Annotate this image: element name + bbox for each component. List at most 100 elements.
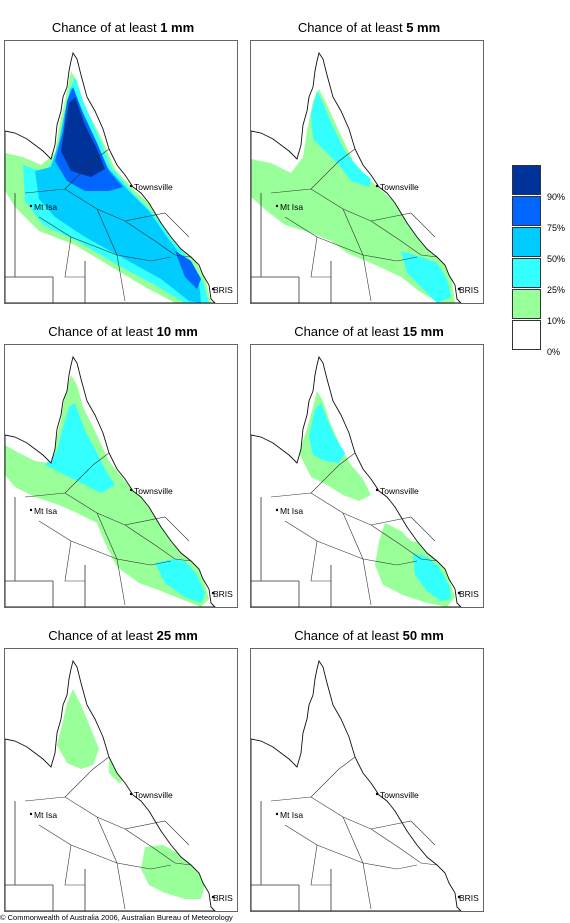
coastline — [5, 51, 216, 303]
district-border — [270, 492, 436, 542]
townsville-marker — [375, 184, 379, 188]
map-svg: Townsville Mt Isa BRIS — [5, 355, 233, 607]
legend-label: 75% — [547, 223, 566, 233]
panel-title: Chance of at least 1 mm — [51, 20, 195, 35]
district-border — [24, 492, 190, 542]
district-border — [370, 828, 438, 866]
bris-marker — [211, 287, 215, 291]
district-border — [124, 524, 192, 562]
legend-label: 50% — [547, 254, 566, 264]
map-svg: Townsville Mt Isa BRIS — [5, 659, 233, 911]
district-border — [116, 558, 172, 566]
mt_isa-marker — [275, 508, 279, 512]
probability-zone — [141, 845, 205, 899]
townsville-marker — [375, 488, 379, 492]
rainfall-map: Townsville Mt Isa BRIS — [250, 648, 484, 912]
district-border — [310, 540, 331, 582]
townsville-label: Townsville — [134, 182, 173, 192]
probability-zone — [309, 403, 345, 463]
bris-label: BRIS — [459, 893, 479, 903]
bris-label: BRIS — [459, 285, 479, 295]
rainfall-map: Townsville Mt Isa BRIS — [250, 40, 484, 304]
mt_isa-label: Mt Isa — [34, 506, 57, 516]
legend-swatch — [512, 227, 541, 257]
townsville-label: Townsville — [380, 182, 419, 192]
district-border — [310, 452, 356, 494]
bris-label: BRIS — [213, 285, 233, 295]
bris-marker — [211, 591, 215, 595]
map-svg: Townsville Mt Isa BRIS — [251, 659, 479, 911]
probability-zone — [413, 553, 451, 601]
district-border — [362, 558, 418, 566]
townsville-label: Townsville — [380, 790, 419, 800]
townsville-marker — [129, 792, 133, 796]
mt_isa-label: Mt Isa — [280, 506, 303, 516]
mt_isa-marker — [29, 508, 33, 512]
district-border — [370, 220, 438, 258]
legend-label: 10% — [547, 316, 566, 326]
district-border — [64, 540, 85, 582]
panel-title: Chance of at least 25 mm — [48, 628, 198, 643]
bris-label: BRIS — [459, 589, 479, 599]
map-svg: Townsville Mt Isa BRIS — [251, 355, 479, 607]
townsville-label: Townsville — [134, 486, 173, 496]
district-border — [64, 452, 110, 494]
district-border — [270, 796, 436, 846]
bris-marker — [457, 287, 461, 291]
probability-zone — [175, 251, 201, 289]
townsville-label: Townsville — [380, 486, 419, 496]
district-border — [310, 236, 331, 278]
mt_isa-marker — [29, 204, 33, 208]
bris-marker — [457, 895, 461, 899]
district-border — [124, 220, 192, 258]
probability-zone — [311, 91, 371, 187]
panel-title: Chance of at least 10 mm — [48, 324, 198, 339]
legend-swatch — [512, 165, 541, 195]
district-border — [64, 236, 85, 278]
legend-swatch — [512, 289, 541, 319]
district-border — [124, 828, 192, 866]
panel-title: Chance of at least 5 mm — [297, 20, 441, 35]
bris-marker — [211, 895, 215, 899]
legend-label: 90% — [547, 192, 566, 202]
bris-marker — [457, 591, 461, 595]
legend-label: 0% — [547, 347, 561, 357]
mt_isa-marker — [29, 812, 33, 816]
district-border — [362, 254, 418, 262]
district-border — [64, 844, 85, 886]
townsville-marker — [129, 488, 133, 492]
coastline — [251, 355, 462, 607]
copyright-notice: © Commonwealth of Australia 2006, Austra… — [0, 913, 233, 922]
townsville-label: Townsville — [134, 790, 173, 800]
mt_isa-label: Mt Isa — [280, 810, 303, 820]
district-border — [270, 188, 436, 238]
legend-swatch — [512, 320, 541, 350]
rainfall-map: Townsville Mt Isa BRIS — [4, 344, 238, 608]
probability-zone — [155, 559, 205, 603]
district-border — [116, 862, 172, 870]
mt_isa-marker — [275, 812, 279, 816]
coastline — [251, 659, 462, 911]
bris-label: BRIS — [213, 589, 233, 599]
legend-swatch — [512, 196, 541, 226]
district-border — [310, 844, 331, 886]
district-border — [24, 188, 190, 238]
rainfall-map: Townsville Mt Isa BRIS — [250, 344, 484, 608]
legend-swatch — [512, 258, 541, 288]
district-border — [370, 524, 438, 562]
probability-zone — [45, 403, 115, 493]
panel-title: Chance of at least 50 mm — [294, 628, 444, 643]
probability-zone — [5, 375, 209, 607]
district-border — [310, 148, 356, 190]
probability-zone — [401, 251, 451, 303]
map-svg: Townsville Mt Isa BRIS — [5, 51, 233, 303]
mt_isa-label: Mt Isa — [34, 202, 57, 212]
coastline — [5, 355, 216, 607]
townsville-marker — [129, 184, 133, 188]
rainfall-map: Townsville Mt Isa BRIS — [4, 40, 238, 304]
panel-title: Chance of at least 15 mm — [294, 324, 444, 339]
district-border — [64, 148, 110, 190]
district-border — [362, 862, 418, 870]
district-border — [24, 796, 190, 846]
mt_isa-marker — [275, 204, 279, 208]
